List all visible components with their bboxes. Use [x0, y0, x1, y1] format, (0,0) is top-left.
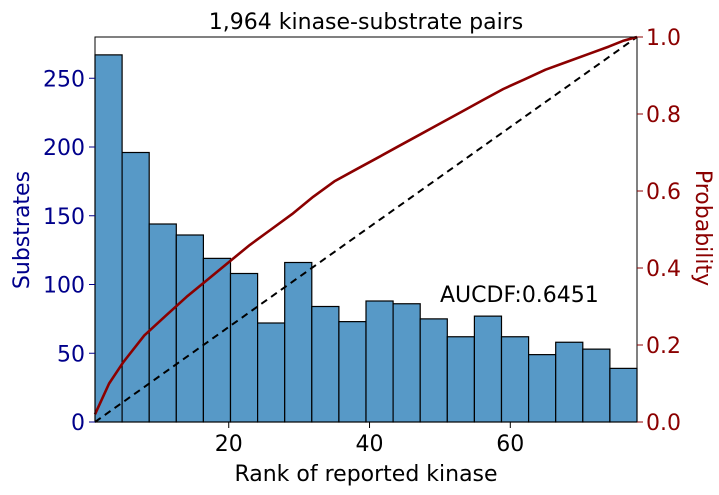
histogram-bar	[229, 272, 259, 423]
histogram-bar	[257, 322, 286, 423]
y-axis-left: 0 50 100 150 200 250	[43, 67, 95, 436]
y-left-tick-label: 150	[43, 205, 85, 230]
y-right-tick-label: 0.4	[646, 257, 681, 282]
lines-group	[93, 35, 638, 423]
histogram-bar	[175, 234, 205, 423]
histogram-bar	[202, 257, 232, 423]
x-tick-label: 20	[215, 432, 243, 457]
y-left-tick-label: 0	[71, 411, 85, 436]
x-tick-label: 60	[496, 432, 524, 457]
diagonal-reference-line	[94, 36, 638, 423]
histogram-bar	[392, 303, 421, 423]
y-left-tick-label: 100	[43, 274, 85, 299]
histogram-bar	[555, 341, 584, 423]
aucdf-annotation: AUCDF:0.6451	[440, 283, 599, 308]
histogram-bar	[94, 54, 123, 423]
chart-title: 1,964 kinase-substrate pairs	[209, 10, 523, 35]
y-right-tick-label: 1.0	[646, 26, 681, 51]
y-axis-left-label: Substrates	[10, 171, 35, 289]
histogram-bar	[527, 354, 557, 423]
y-left-tick-label: 50	[57, 342, 85, 367]
histogram-bar	[148, 223, 177, 423]
y-right-tick-label: 0.8	[646, 103, 681, 128]
x-tick-label: 40	[356, 432, 384, 457]
histogram-bar	[609, 367, 638, 423]
y-right-tick-label: 0.2	[646, 334, 681, 359]
y-right-tick-label: 0.0	[646, 411, 681, 436]
histogram-bar	[311, 305, 340, 423]
cdf-line	[93, 35, 638, 415]
y-left-tick-label: 250	[43, 67, 85, 92]
y-left-tick-label: 200	[43, 136, 85, 161]
plot-frame	[94, 36, 638, 423]
histogram-bar	[473, 315, 503, 423]
histogram-bar	[284, 261, 313, 423]
bars-group	[94, 54, 638, 423]
histogram-bar	[500, 336, 530, 423]
histogram-bar	[419, 318, 448, 423]
y-axis-right-label: Probability	[690, 170, 715, 286]
x-axis-label: Rank of reported kinase	[234, 462, 497, 487]
histogram-bar	[338, 321, 367, 423]
y-axis-right: 0.0 0.2 0.4 0.6 0.8 1.0	[637, 26, 681, 436]
histogram-bar	[446, 336, 475, 423]
y-right-tick-label: 0.6	[646, 180, 681, 205]
histogram-bar	[121, 151, 150, 423]
histogram-bar	[582, 348, 611, 423]
x-axis: 20 40 60	[215, 422, 524, 457]
histogram-bar	[365, 300, 394, 423]
